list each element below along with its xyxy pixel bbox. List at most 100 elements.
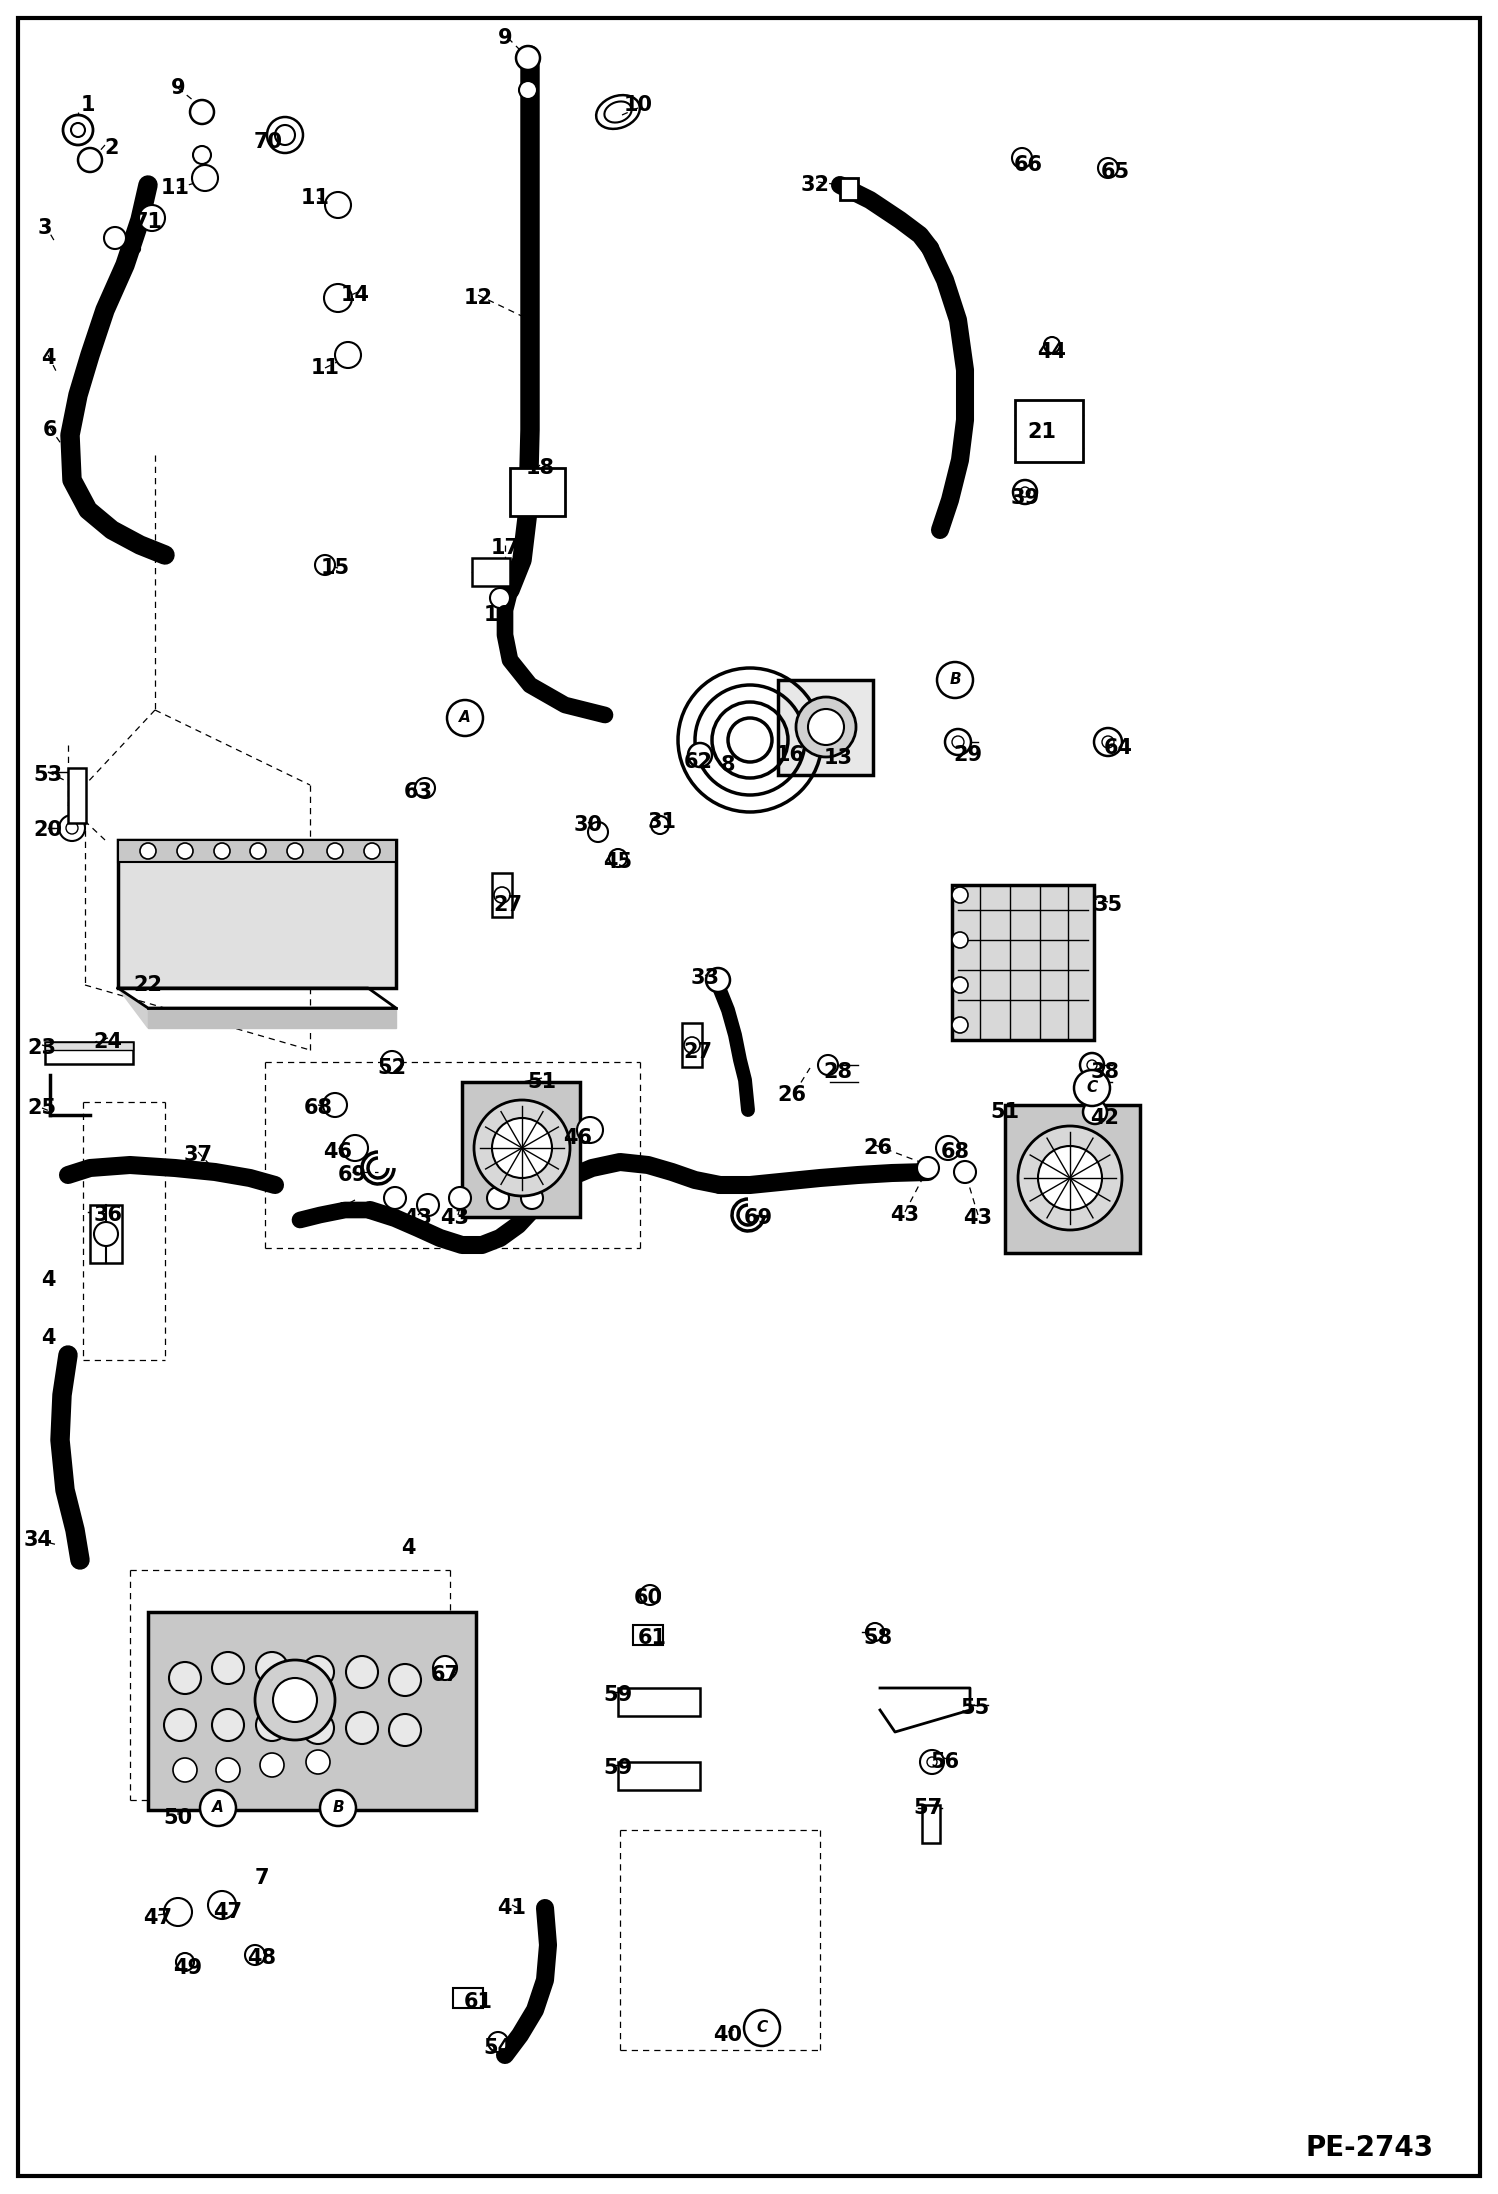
- Text: 43: 43: [403, 1209, 433, 1229]
- Bar: [118, 840, 395, 987]
- Circle shape: [945, 728, 971, 755]
- Circle shape: [213, 1709, 244, 1742]
- Text: 6: 6: [43, 419, 57, 441]
- Text: 54: 54: [484, 2038, 512, 2058]
- Text: 33: 33: [691, 968, 719, 987]
- Bar: [953, 884, 1094, 1040]
- Circle shape: [139, 204, 165, 230]
- Circle shape: [953, 976, 968, 994]
- Text: C: C: [756, 2021, 767, 2036]
- Circle shape: [201, 1790, 237, 1825]
- Text: 5: 5: [127, 237, 142, 259]
- Circle shape: [1013, 480, 1037, 505]
- Bar: [452, 1988, 482, 2008]
- Circle shape: [818, 1055, 837, 1075]
- Circle shape: [256, 1709, 288, 1742]
- Circle shape: [610, 849, 628, 867]
- Text: 19: 19: [484, 606, 512, 625]
- Polygon shape: [879, 1687, 971, 1731]
- Text: 45: 45: [604, 851, 632, 871]
- Text: 69: 69: [743, 1209, 773, 1229]
- Text: 37: 37: [183, 1145, 213, 1165]
- Text: 64: 64: [1104, 737, 1132, 757]
- Text: 21: 21: [1028, 421, 1056, 441]
- Circle shape: [177, 842, 193, 860]
- Text: 24: 24: [93, 1031, 123, 1051]
- Bar: [67, 768, 85, 823]
- Text: 22: 22: [133, 974, 162, 996]
- Text: 3: 3: [37, 217, 52, 237]
- Circle shape: [1020, 487, 1031, 498]
- Circle shape: [488, 2032, 508, 2051]
- Circle shape: [389, 1714, 421, 1746]
- Circle shape: [190, 101, 214, 125]
- Text: 43: 43: [334, 1202, 363, 1222]
- Bar: [472, 557, 509, 586]
- Circle shape: [273, 1678, 318, 1722]
- Text: 27: 27: [683, 1042, 713, 1062]
- Bar: [634, 1626, 664, 1646]
- Circle shape: [192, 165, 219, 191]
- Text: 51: 51: [527, 1073, 557, 1093]
- Text: 32: 32: [800, 176, 830, 195]
- Circle shape: [685, 1038, 700, 1053]
- Bar: [619, 1687, 700, 1716]
- Circle shape: [63, 114, 93, 145]
- Circle shape: [938, 663, 974, 698]
- Text: 11: 11: [310, 358, 340, 377]
- Circle shape: [1038, 1145, 1103, 1211]
- Text: B: B: [950, 674, 960, 687]
- Text: A: A: [213, 1801, 223, 1814]
- Circle shape: [163, 1898, 192, 1926]
- Text: 1: 1: [81, 94, 96, 114]
- Text: 46: 46: [563, 1128, 593, 1147]
- Circle shape: [324, 283, 352, 312]
- Circle shape: [389, 1663, 421, 1696]
- Text: A: A: [458, 711, 470, 726]
- Circle shape: [917, 1156, 939, 1178]
- Circle shape: [473, 1099, 571, 1196]
- Bar: [461, 1082, 580, 1218]
- Circle shape: [327, 842, 343, 860]
- Circle shape: [364, 842, 380, 860]
- Circle shape: [954, 1161, 977, 1183]
- Bar: [491, 873, 512, 917]
- Circle shape: [172, 1757, 198, 1782]
- Circle shape: [336, 342, 361, 369]
- Circle shape: [94, 1222, 118, 1246]
- Text: 20: 20: [33, 821, 63, 840]
- Circle shape: [303, 1656, 334, 1687]
- Text: 31: 31: [647, 812, 677, 832]
- Circle shape: [346, 1711, 377, 1744]
- Text: 14: 14: [340, 285, 370, 305]
- Text: 4: 4: [40, 1327, 55, 1347]
- Circle shape: [416, 1194, 439, 1215]
- Polygon shape: [148, 1007, 395, 1029]
- Circle shape: [487, 1187, 509, 1209]
- Text: 30: 30: [574, 814, 602, 836]
- Circle shape: [139, 842, 156, 860]
- Text: 40: 40: [713, 2025, 743, 2045]
- Circle shape: [927, 1757, 938, 1766]
- Text: 8: 8: [721, 755, 736, 774]
- Circle shape: [288, 842, 303, 860]
- Text: 48: 48: [247, 1948, 277, 1968]
- Text: 53: 53: [33, 766, 63, 785]
- Text: 68: 68: [304, 1097, 333, 1119]
- Text: 47: 47: [144, 1909, 172, 1929]
- Text: 70: 70: [253, 132, 283, 151]
- Text: 26: 26: [863, 1139, 893, 1158]
- Text: 55: 55: [960, 1698, 990, 1718]
- Circle shape: [1103, 735, 1115, 748]
- Circle shape: [303, 1711, 334, 1744]
- Text: 17: 17: [490, 538, 520, 557]
- Circle shape: [936, 1136, 960, 1161]
- Circle shape: [193, 147, 211, 165]
- Circle shape: [342, 1134, 369, 1161]
- Circle shape: [1094, 728, 1122, 757]
- Text: 63: 63: [403, 781, 433, 803]
- Text: 49: 49: [174, 1957, 202, 1979]
- Text: 36: 36: [93, 1205, 123, 1224]
- Text: 50: 50: [163, 1808, 193, 1828]
- Text: 66: 66: [1014, 156, 1043, 176]
